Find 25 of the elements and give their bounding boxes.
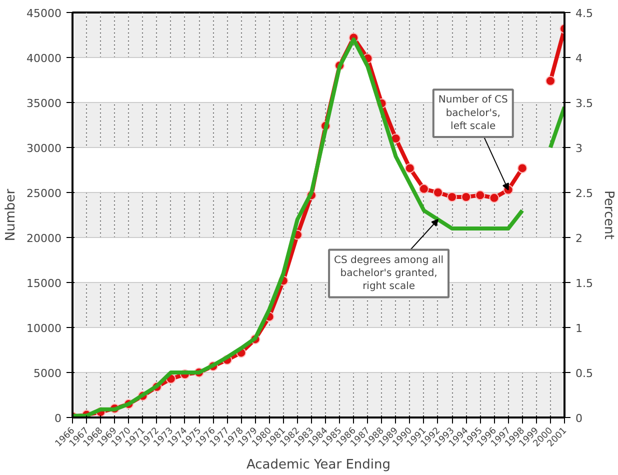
y2-tick-label: 0 xyxy=(576,412,582,425)
y2-tick-label: 2.5 xyxy=(576,187,593,200)
annotation: CS degrees among all bachelor's granted, right scale xyxy=(334,254,444,292)
y2-tick-label: 0.5 xyxy=(576,367,593,380)
y2-tick-label: 1.5 xyxy=(576,277,593,290)
y2-tick-label: 4.5 xyxy=(576,7,593,20)
y2-tick-label: 1 xyxy=(576,322,582,335)
y2-tick-label: 2 xyxy=(576,232,582,245)
y-tick-label: 45000 xyxy=(26,7,62,20)
y-tick-label: 0 xyxy=(54,412,62,425)
y-tick-label: 15000 xyxy=(26,277,62,290)
x-axis-title: Academic Year Ending xyxy=(246,458,391,473)
y-tick-label: 25000 xyxy=(26,187,62,200)
y2-tick-label: 4 xyxy=(576,52,582,65)
y-axis-title: Number xyxy=(4,188,19,242)
y-tick-label: 20000 xyxy=(26,232,62,245)
y2-tick-label: 3.5 xyxy=(576,97,593,110)
annotation: Number of CS bachelor's, left scale xyxy=(438,94,508,132)
y-tick-label: 35000 xyxy=(26,97,62,110)
y2-axis-title: Percent xyxy=(600,190,616,240)
y-tick-label: 10000 xyxy=(26,322,62,335)
y-tick-label: 40000 xyxy=(26,52,62,65)
y-tick-label: 5000 xyxy=(34,367,62,380)
y2-tick-label: 3 xyxy=(576,142,582,155)
y-tick-label: 30000 xyxy=(26,142,62,155)
